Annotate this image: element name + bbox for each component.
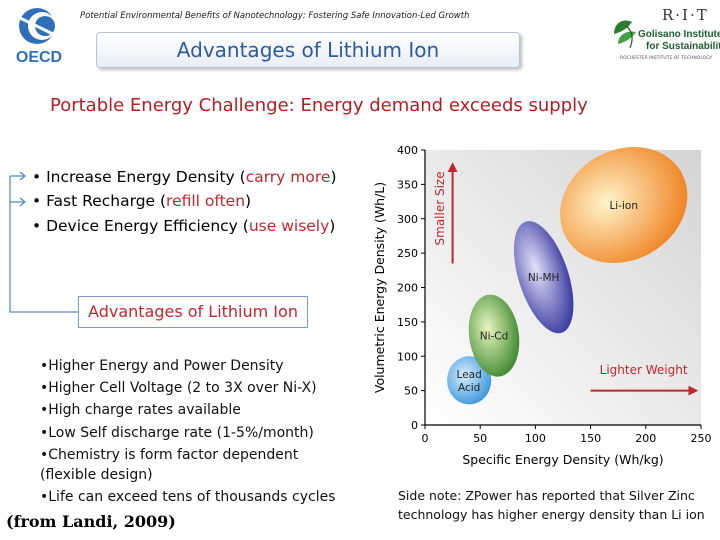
side-note: Side note: ZPower has reported that Silv… [398, 486, 705, 524]
citation: (from Landi, 2009) [6, 512, 176, 531]
y-tick-label: 350 [397, 178, 418, 191]
title-box: Advantages of Lithium Ion [96, 32, 520, 68]
feature-item: •Higher Cell Voltage (2 to 3X over Ni-X) [40, 380, 317, 396]
rit-tagline: ROCHESTER INSTITUTE OF TECHNOLOGY [620, 56, 713, 61]
y-tick-label: 100 [397, 350, 418, 363]
feature-item: •Life can exceed tens of thousands cycle… [40, 489, 336, 505]
y-tick-label: 200 [397, 282, 418, 295]
x-tick-label: 50 [473, 432, 487, 445]
feature-item: •High charge rates available [40, 402, 241, 418]
ellipse-label: Lead [457, 369, 482, 381]
x-tick-label: 250 [691, 432, 712, 445]
ellipse-lead-acid [447, 356, 492, 405]
y-tick-label: 250 [397, 247, 418, 260]
y-tick-label: 400 [397, 144, 418, 157]
golisano-line-1: Golisano Institute [638, 29, 720, 40]
rit-wordmark: R·I·T [662, 6, 709, 24]
bracket-arrows [9, 171, 78, 313]
x-tick-label: 150 [580, 432, 601, 445]
ellipse-label: Li-ion [609, 200, 638, 212]
golisano-line-2: for Sustainability [646, 41, 720, 52]
ellipse-ni-mh [513, 221, 574, 334]
y-tick-label: 50 [404, 385, 418, 398]
bullet-efficiency: • Device Energy Efficiency (use wisely) [32, 217, 336, 235]
bullet-energy-density: • Increase Energy Density (carry more) [32, 168, 337, 186]
x-tick-label: 200 [635, 432, 656, 445]
bullet-fast-recharge: • Fast Recharge (refill often) [32, 192, 252, 210]
y-tick-label: 0 [411, 419, 418, 432]
challenge-heading: Portable Energy Challenge: Energy demand… [50, 95, 588, 116]
feature-item: •Higher Energy and Power Density [40, 358, 284, 374]
x-axis-label: Specific Energy Density (Wh/kg) [462, 452, 663, 467]
page-title: Advantages of Lithium Ion [176, 38, 440, 62]
feature-item: (flexible design) [40, 467, 153, 483]
y-tick-label: 300 [397, 213, 418, 226]
advantages-label: Advantages of Lithium Ion [88, 302, 298, 321]
ellipse-li-ion [560, 146, 688, 264]
oecd-logo: OECD [16, 8, 62, 66]
y-axis-label: Volumetric Energy Density (Wh/L) [372, 182, 387, 393]
oecd-logo-text: OECD [16, 49, 62, 66]
side-note-line-1: Side note: ZPower has reported that Silv… [398, 488, 695, 503]
lighter-weight-label: Lighter Weight [600, 363, 688, 377]
header-subtitle: Potential Environmental Benefits of Nano… [80, 11, 470, 21]
ellipse-ni-cd [468, 294, 520, 377]
ellipse-label: Ni-Cd [480, 331, 509, 343]
ellipse-label: Acid [458, 382, 480, 394]
ellipse-label: Ni-MH [528, 272, 560, 284]
advantages-box: Advantages of Lithium Ion [78, 296, 308, 328]
y-tick-label: 150 [397, 316, 418, 329]
side-note-line-2: technology has higher energy density tha… [398, 507, 705, 522]
smaller-size-label: Smaller Size [433, 171, 447, 245]
feature-item: •Low Self discharge rate (1-5%/month) [40, 425, 314, 441]
x-tick-label: 0 [422, 432, 429, 445]
rit-leaf-icon [614, 20, 636, 49]
feature-item: •Chemistry is form factor dependent [40, 447, 299, 463]
x-tick-label: 100 [525, 432, 546, 445]
